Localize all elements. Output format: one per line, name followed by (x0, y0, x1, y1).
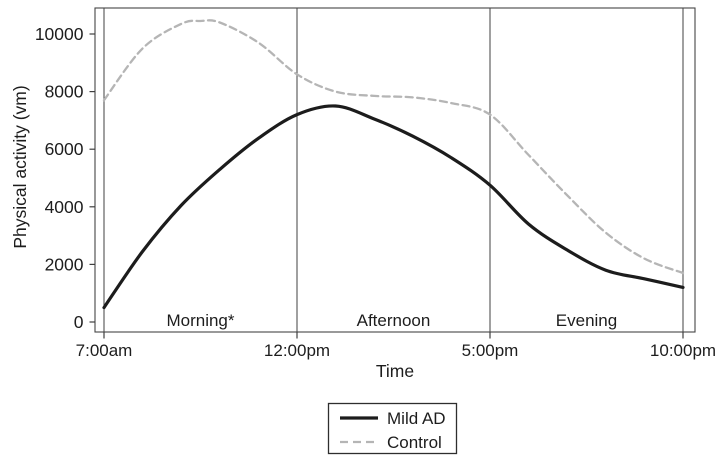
period-label-afternoon: Afternoon (357, 311, 431, 330)
x-axis: 7:00am 12:00pm 5:00pm 10:00pm (76, 332, 716, 360)
y-tick-label: 6000 (45, 139, 84, 159)
x-tick-label: 12:00pm (264, 341, 330, 360)
x-tick-label: 7:00am (76, 341, 133, 360)
daypart-labels: Morning* Afternoon Evening (166, 311, 617, 330)
x-axis-title: Time (376, 361, 414, 381)
x-tick-label: 10:00pm (650, 341, 716, 360)
x-tick-label: 5:00pm (462, 341, 519, 360)
plot-frame (94, 7, 696, 333)
series-line-mild-ad (102, 104, 685, 310)
legend-label-control: Control (387, 433, 442, 452)
y-tick-label: 2000 (45, 254, 84, 274)
y-axis: 0 2000 4000 6000 8000 10000 (35, 24, 95, 332)
y-tick-label: 0 (74, 312, 84, 332)
time-gridlines (103, 8, 684, 332)
y-axis-title: Physical activity (vm) (10, 85, 30, 248)
y-tick-label: 10000 (35, 24, 84, 44)
legend: Mild AD Control (327, 402, 458, 455)
series-lines (102, 19, 685, 310)
legend-label-mild-ad: Mild AD (387, 409, 446, 428)
legend-box (327, 402, 458, 455)
y-tick-label: 8000 (45, 82, 84, 102)
series-line-control (102, 19, 685, 275)
period-label-morning: Morning* (166, 311, 234, 330)
y-tick-label: 4000 (45, 197, 84, 217)
period-label-evening: Evening (556, 311, 617, 330)
